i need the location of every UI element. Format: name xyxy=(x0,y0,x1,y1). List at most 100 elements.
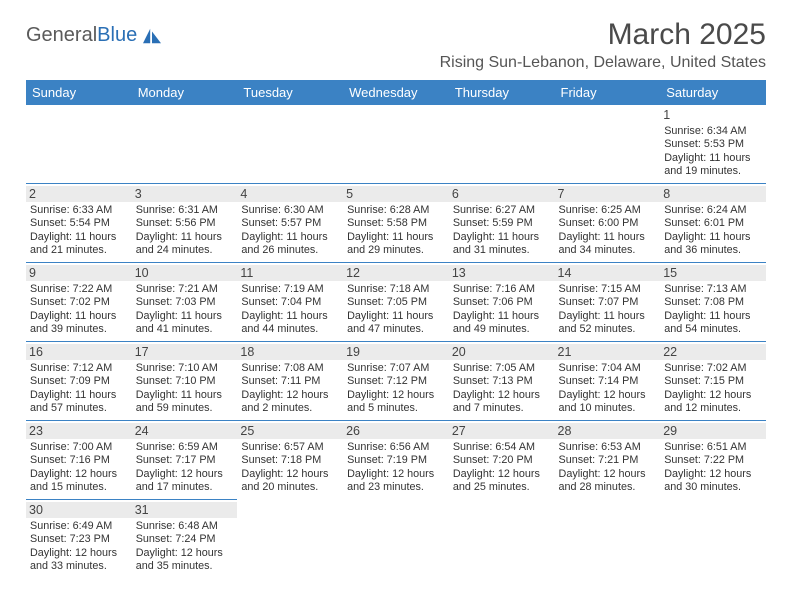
calendar-cell: 23Sunrise: 7:00 AMSunset: 7:16 PMDayligh… xyxy=(26,420,132,499)
day-number: 12 xyxy=(343,265,449,281)
calendar-cell: 30Sunrise: 6:49 AMSunset: 7:23 PMDayligh… xyxy=(26,499,132,577)
day-number: 10 xyxy=(132,265,238,281)
sunrise-line: Sunrise: 7:13 AM xyxy=(664,283,762,296)
calendar-cell: 26Sunrise: 6:56 AMSunset: 7:19 PMDayligh… xyxy=(343,420,449,499)
sunset-line: Sunset: 7:06 PM xyxy=(453,296,551,309)
sunset-line: Sunset: 5:54 PM xyxy=(30,217,128,230)
sunrise-line: Sunrise: 6:56 AM xyxy=(347,441,445,454)
weekday-header: Tuesday xyxy=(237,80,343,105)
calendar-cell: 31Sunrise: 6:48 AMSunset: 7:24 PMDayligh… xyxy=(132,499,238,577)
calendar-cell: 18Sunrise: 7:08 AMSunset: 7:11 PMDayligh… xyxy=(237,341,343,420)
daylight-line: Daylight: 12 hours and 30 minutes. xyxy=(664,468,762,495)
calendar-cell xyxy=(449,499,555,577)
day-number: 29 xyxy=(660,423,766,439)
calendar-cell: 29 Sunrise: 6:51 AMSunset: 7:22 PMDayligh… xyxy=(660,420,766,499)
sunrise-line: Sunrise: 7:16 AM xyxy=(453,283,551,296)
day-details: Sunrise: 6:51 AMSunset: 7:22 PMDaylight:… xyxy=(664,441,762,495)
day-details: Sunrise: 7:18 AMSunset: 7:05 PMDaylight:… xyxy=(347,283,445,337)
calendar-cell: 13 Sunrise: 7:16 AMSunset: 7:06 PMDayligh… xyxy=(449,262,555,341)
calendar-cell: 20 Sunrise: 7:05 AMSunset: 7:13 PMDayligh… xyxy=(449,341,555,420)
day-details: Sunrise: 7:19 AMSunset: 7:04 PMDaylight:… xyxy=(241,283,339,337)
day-details: Sunrise: 7:05 AMSunset: 7:13 PMDaylight:… xyxy=(453,362,551,416)
sunset-line: Sunset: 6:00 PM xyxy=(559,217,657,230)
calendar-cell: 25Sunrise: 6:57 AMSunset: 7:18 PMDayligh… xyxy=(237,420,343,499)
calendar-cell: 2Sunrise: 6:33 AMSunset: 5:54 PMDaylight… xyxy=(26,183,132,262)
day-details: Sunrise: 6:48 AMSunset: 7:24 PMDaylight:… xyxy=(136,520,234,574)
calendar-cell: 10 Sunrise: 7:21 AMSunset: 7:03 PMDayligh… xyxy=(132,262,238,341)
calendar-cell xyxy=(343,499,449,577)
calendar-cell: 8Sunrise: 6:24 AMSunset: 6:01 PMDaylight… xyxy=(660,183,766,262)
sunrise-line: Sunrise: 6:48 AM xyxy=(136,520,234,533)
calendar-cell: 6Sunrise: 6:27 AMSunset: 5:59 PMDaylight… xyxy=(449,183,555,262)
weekday-header: Monday xyxy=(132,80,238,105)
month-title: March 2025 xyxy=(440,18,766,52)
day-number: 5 xyxy=(343,186,449,202)
calendar-row: 16Sunrise: 7:12 AMSunset: 7:09 PMDayligh… xyxy=(26,341,766,420)
sunrise-line: Sunrise: 6:59 AM xyxy=(136,441,234,454)
day-details: Sunrise: 7:07 AMSunset: 7:12 PMDaylight:… xyxy=(347,362,445,416)
sunrise-line: Sunrise: 6:27 AM xyxy=(453,204,551,217)
calendar-cell: 4Sunrise: 6:30 AMSunset: 5:57 PMDaylight… xyxy=(237,183,343,262)
location-subtitle: Rising Sun-Lebanon, Delaware, United Sta… xyxy=(440,54,766,72)
title-block: March 2025 Rising Sun-Lebanon, Delaware,… xyxy=(440,18,766,72)
daylight-line: Daylight: 11 hours and 36 minutes. xyxy=(664,231,762,258)
calendar-cell: 14Sunrise: 7:15 AMSunset: 7:07 PMDayligh… xyxy=(555,262,661,341)
sunrise-line: Sunrise: 7:15 AM xyxy=(559,283,657,296)
day-details: Sunrise: 7:04 AMSunset: 7:14 PMDaylight:… xyxy=(559,362,657,416)
sunset-line: Sunset: 7:04 PM xyxy=(241,296,339,309)
sunrise-line: Sunrise: 6:25 AM xyxy=(559,204,657,217)
day-details: Sunrise: 7:12 AMSunset: 7:09 PMDaylight:… xyxy=(30,362,128,416)
calendar-cell xyxy=(555,105,661,183)
day-details: Sunrise: 6:31 AMSunset: 5:56 PMDaylight:… xyxy=(136,204,234,258)
sunset-line: Sunset: 7:18 PM xyxy=(241,454,339,467)
day-details: Sunrise: 7:08 AMSunset: 7:11 PMDaylight:… xyxy=(241,362,339,416)
sunset-line: Sunset: 7:10 PM xyxy=(136,375,234,388)
calendar-cell xyxy=(449,105,555,183)
daylight-line: Daylight: 12 hours and 7 minutes. xyxy=(453,389,551,416)
sunrise-line: Sunrise: 6:57 AM xyxy=(241,441,339,454)
sunset-line: Sunset: 7:11 PM xyxy=(241,375,339,388)
day-number: 20 xyxy=(449,344,555,360)
weekday-header: Saturday xyxy=(660,80,766,105)
daylight-line: Daylight: 12 hours and 17 minutes. xyxy=(136,468,234,495)
day-number: 7 xyxy=(555,186,661,202)
daylight-line: Daylight: 12 hours and 10 minutes. xyxy=(559,389,657,416)
calendar-cell: 1Sunrise: 6:34 AMSunset: 5:53 PMDaylight… xyxy=(660,105,766,183)
daylight-line: Daylight: 11 hours and 52 minutes. xyxy=(559,310,657,337)
day-details: Sunrise: 6:53 AMSunset: 7:21 PMDaylight:… xyxy=(559,441,657,495)
brand-text-1: General xyxy=(26,24,97,47)
calendar-header-row: SundayMondayTuesdayWednesdayThursdayFrid… xyxy=(26,80,766,105)
sunset-line: Sunset: 7:15 PM xyxy=(664,375,762,388)
daylight-line: Daylight: 11 hours and 47 minutes. xyxy=(347,310,445,337)
day-details: Sunrise: 7:21 AMSunset: 7:03 PMDaylight:… xyxy=(136,283,234,337)
sunset-line: Sunset: 7:22 PM xyxy=(664,454,762,467)
calendar-cell: 17Sunrise: 7:10 AMSunset: 7:10 PMDayligh… xyxy=(132,341,238,420)
sunset-line: Sunset: 7:03 PM xyxy=(136,296,234,309)
day-details: Sunrise: 6:54 AMSunset: 7:20 PMDaylight:… xyxy=(453,441,551,495)
sunset-line: Sunset: 7:17 PM xyxy=(136,454,234,467)
daylight-line: Daylight: 11 hours and 49 minutes. xyxy=(453,310,551,337)
day-details: Sunrise: 7:13 AMSunset: 7:08 PMDaylight:… xyxy=(664,283,762,337)
sunrise-line: Sunrise: 7:02 AM xyxy=(664,362,762,375)
sunset-line: Sunset: 6:01 PM xyxy=(664,217,762,230)
sunset-line: Sunset: 7:13 PM xyxy=(453,375,551,388)
calendar-cell xyxy=(26,105,132,183)
day-number: 21 xyxy=(555,344,661,360)
calendar-cell: 16Sunrise: 7:12 AMSunset: 7:09 PMDayligh… xyxy=(26,341,132,420)
daylight-line: Daylight: 12 hours and 5 minutes. xyxy=(347,389,445,416)
sunset-line: Sunset: 7:09 PM xyxy=(30,375,128,388)
day-details: Sunrise: 7:22 AMSunset: 7:02 PMDaylight:… xyxy=(30,283,128,337)
daylight-line: Daylight: 12 hours and 28 minutes. xyxy=(559,468,657,495)
day-details: Sunrise: 7:00 AMSunset: 7:16 PMDaylight:… xyxy=(30,441,128,495)
weekday-header: Sunday xyxy=(26,80,132,105)
daylight-line: Daylight: 11 hours and 59 minutes. xyxy=(136,389,234,416)
day-number: 13 xyxy=(449,265,555,281)
calendar-cell: 11Sunrise: 7:19 AMSunset: 7:04 PMDayligh… xyxy=(237,262,343,341)
sunrise-line: Sunrise: 7:08 AM xyxy=(241,362,339,375)
calendar-cell: 28Sunrise: 6:53 AMSunset: 7:21 PMDayligh… xyxy=(555,420,661,499)
day-number: 4 xyxy=(237,186,343,202)
sunset-line: Sunset: 7:05 PM xyxy=(347,296,445,309)
daylight-line: Daylight: 12 hours and 35 minutes. xyxy=(136,547,234,574)
day-details: Sunrise: 7:10 AMSunset: 7:10 PMDaylight:… xyxy=(136,362,234,416)
daylight-line: Daylight: 11 hours and 57 minutes. xyxy=(30,389,128,416)
